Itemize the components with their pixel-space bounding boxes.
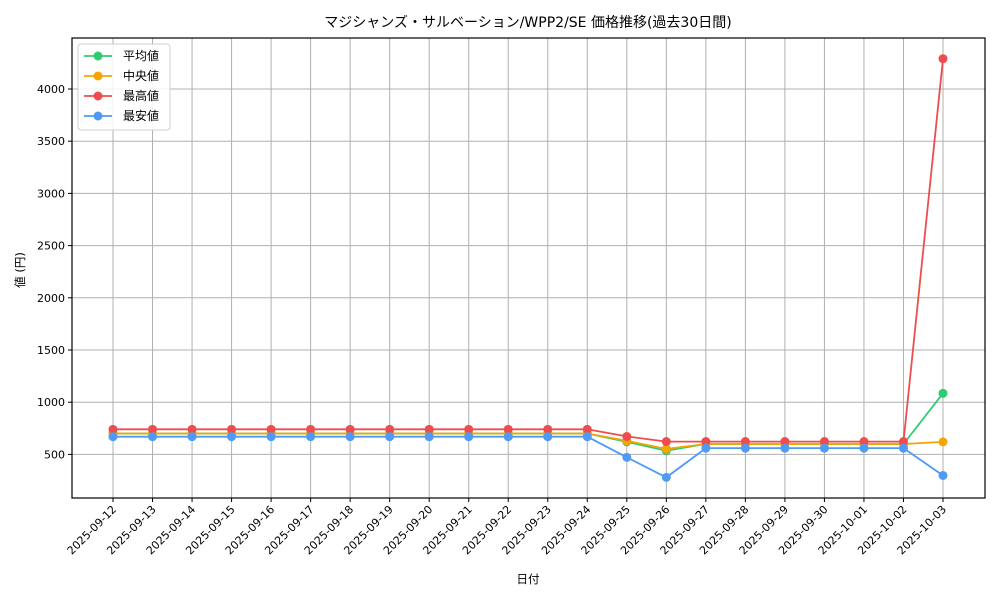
data-point-marker	[701, 443, 711, 453]
data-point-marker	[819, 437, 829, 447]
data-point-marker	[938, 437, 948, 447]
data-point-marker	[740, 443, 750, 453]
data-point-marker	[898, 437, 908, 447]
legend-label: 最安値	[123, 108, 159, 123]
data-point-marker	[543, 432, 553, 442]
data-point-marker	[819, 443, 829, 453]
series-line	[113, 435, 944, 479]
series-line	[113, 432, 944, 450]
data-point-marker	[780, 443, 790, 453]
series-3	[108, 432, 948, 482]
y-axis-ticks: 500 1000 1500 2000 2500 3000 3500 4000	[37, 83, 72, 461]
y-tick-label: 3000	[37, 187, 65, 200]
legend-marker-icon	[93, 91, 103, 101]
data-point-marker	[661, 472, 671, 482]
data-point-marker	[622, 431, 632, 441]
data-point-marker	[306, 432, 316, 442]
data-point-marker	[227, 424, 237, 434]
y-axis-label: 値 (円)	[13, 252, 27, 288]
x-axis-label: 日付	[517, 572, 540, 586]
data-point-marker	[227, 432, 237, 442]
data-point-marker	[464, 424, 474, 434]
data-point-marker	[345, 424, 355, 434]
data-point-marker	[503, 432, 513, 442]
data-point-marker	[622, 452, 632, 462]
legend-label: 最高値	[123, 88, 159, 103]
data-point-marker	[701, 437, 711, 447]
legend-box	[77, 43, 171, 131]
legend-marker-icon	[93, 111, 103, 121]
data-point-marker	[859, 437, 869, 447]
data-point-marker	[938, 388, 948, 398]
data-point-marker	[345, 432, 355, 442]
legend-label: 中央値	[123, 68, 159, 83]
data-point-marker	[187, 424, 197, 434]
data-point-marker	[938, 54, 948, 64]
data-point-marker	[661, 437, 671, 447]
y-tick-label: 1000	[37, 396, 65, 409]
data-point-marker	[898, 443, 908, 453]
y-tick-label: 500	[44, 448, 65, 461]
y-tick-label: 1500	[37, 344, 65, 357]
legend-label: 平均値	[123, 48, 159, 63]
data-point-marker	[385, 424, 395, 434]
legend-marker-icon	[93, 51, 103, 61]
data-point-marker	[266, 424, 276, 434]
data-point-marker	[938, 470, 948, 480]
y-tick-label: 2000	[37, 292, 65, 305]
data-point-marker	[385, 432, 395, 442]
data-point-marker	[503, 424, 513, 434]
plot-frame	[71, 37, 986, 499]
chart-title: マジシャンズ・サルベーション/WPP2/SE 価格推移(過去30日間)	[324, 15, 731, 31]
data-point-marker	[148, 424, 158, 434]
data-point-marker	[582, 424, 592, 434]
y-tick-label: 2500	[37, 240, 65, 253]
data-point-marker	[464, 432, 474, 442]
data-point-marker	[424, 424, 434, 434]
series-line	[113, 58, 944, 443]
data-point-marker	[148, 432, 158, 442]
data-point-marker	[108, 432, 118, 442]
data-point-marker	[187, 432, 197, 442]
data-point-marker	[740, 437, 750, 447]
y-tick-label: 3500	[37, 135, 65, 148]
data-point-marker	[266, 432, 276, 442]
series-2	[108, 54, 948, 447]
x-axis-ticks: 2025-09-122025-09-132025-09-142025-09-15…	[65, 498, 949, 557]
data-series	[108, 54, 948, 482]
data-point-marker	[424, 432, 434, 442]
data-point-marker	[661, 444, 671, 454]
data-point-marker	[108, 424, 118, 434]
y-tick-label: 4000	[37, 83, 65, 96]
data-point-marker	[780, 437, 790, 447]
data-point-marker	[543, 424, 553, 434]
data-point-marker	[306, 424, 316, 434]
legend-marker-icon	[93, 71, 103, 81]
grid-lines	[72, 38, 985, 498]
data-point-marker	[582, 432, 592, 442]
data-point-marker	[859, 443, 869, 453]
